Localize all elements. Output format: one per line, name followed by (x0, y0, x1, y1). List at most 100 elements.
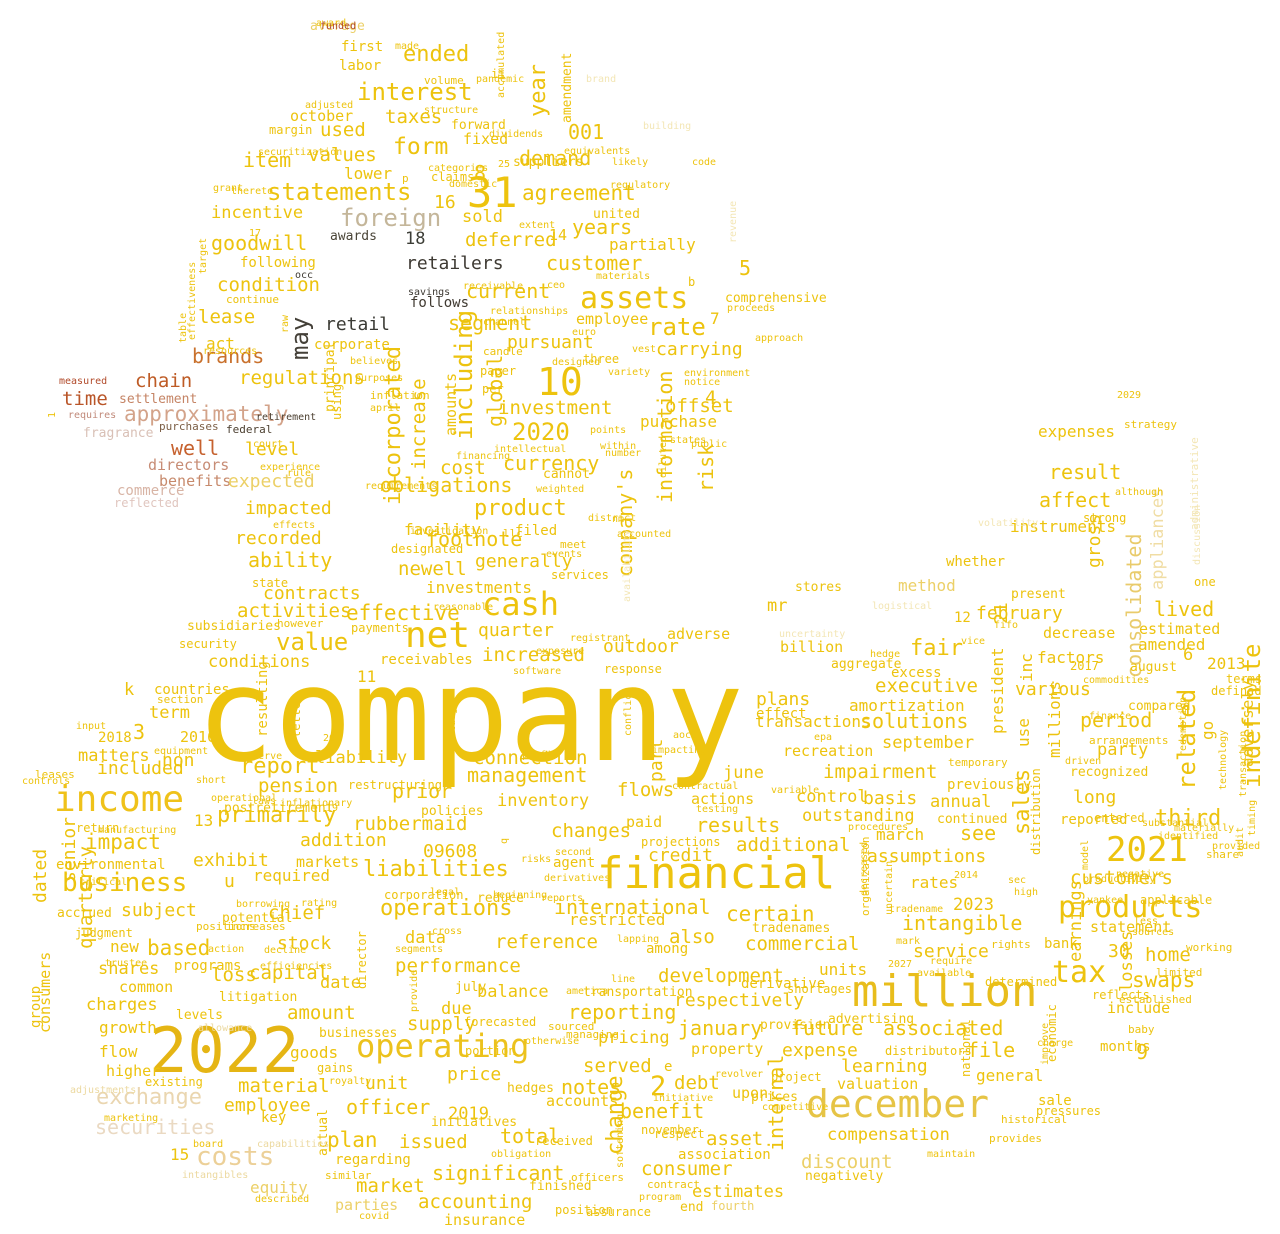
cloud-word: pursuant (507, 332, 594, 353)
cloud-word: contracts (263, 583, 361, 604)
cloud-word: savings (408, 287, 451, 298)
cloud-word: valuation (837, 1075, 919, 1093)
cloud-word: finance (1089, 711, 1132, 722)
cloud-word: sources (1132, 927, 1175, 938)
cloud-word: contractual (672, 781, 739, 792)
cloud-word: issued (399, 1131, 468, 1153)
cloud-word: allowance (198, 1023, 253, 1034)
cloud-word: manufacturing (98, 825, 177, 836)
cloud-word: decreased (859, 841, 870, 896)
cloud-word: markets (296, 853, 360, 871)
cloud-word: filed (515, 523, 558, 539)
cloud-word: months (1100, 1039, 1151, 1055)
cloud-word: upon (732, 1084, 769, 1102)
cloud-word: provided (1212, 841, 1261, 852)
cloud-word: regulatory (610, 180, 671, 191)
cloud-word: unit (365, 1073, 409, 1094)
cloud-word: second (555, 847, 592, 858)
cloud-word: may (286, 316, 314, 360)
cloud-word: shortages (787, 982, 853, 996)
cloud-word: party (1097, 740, 1149, 760)
cloud-word: rule (287, 468, 312, 479)
cloud-word: comprehensive (725, 291, 827, 306)
cloud-word: fair (910, 636, 963, 661)
cloud-word: 1 (47, 411, 58, 418)
cloud-word: charges (86, 995, 158, 1015)
cloud-word: based (147, 936, 211, 960)
cloud-word: 001 (568, 120, 605, 144)
cloud-word: international (554, 895, 711, 919)
cloud-word: meet (560, 538, 587, 551)
cloud-word: reports (541, 893, 584, 904)
cloud-word: 2021 (1106, 830, 1188, 870)
cloud-word: three (583, 352, 620, 366)
cloud-word: actions (691, 790, 755, 808)
cloud-word: response (604, 662, 662, 676)
cloud-word: level (245, 439, 300, 460)
cloud-word: model (1080, 839, 1091, 870)
cloud-word: property (691, 1040, 764, 1058)
cloud-word: officer (346, 1095, 431, 1119)
cloud-word: program (639, 1192, 682, 1203)
cloud-word: driven (1065, 756, 1102, 767)
cloud-word: continue (226, 293, 279, 306)
cloud-word: sale (1038, 1093, 1072, 1109)
cloud-word: cross (432, 926, 463, 937)
cloud-word: charge (1037, 1038, 1074, 1049)
cloud-word: foreign (340, 204, 442, 232)
cloud-word: intangible (902, 911, 1023, 935)
cloud-word: products (1058, 890, 1203, 925)
cloud-word: development (658, 965, 784, 987)
cloud-word: lapping (617, 934, 660, 945)
cloud-word: recreation (783, 742, 874, 760)
cloud-word: asset (706, 1128, 764, 1150)
cloud-word: aocl (673, 730, 698, 741)
cloud-word: portion (465, 1044, 516, 1058)
cloud-word: performance (395, 955, 521, 977)
cloud-word: recorded (235, 528, 322, 549)
cloud-word: tradenames (752, 921, 831, 936)
cloud-word: segment (448, 311, 533, 335)
cloud-word: use (1014, 718, 1033, 747)
cloud-word: served (583, 1055, 652, 1077)
cloud-word: tax (1052, 955, 1107, 990)
cloud-word: subsidiaries (187, 619, 281, 634)
cloud-word: approach (755, 333, 804, 344)
cloud-word: cannot (543, 467, 590, 482)
cloud-word: thereto (231, 186, 274, 197)
cloud-word: code (692, 157, 717, 168)
cloud-word: public (691, 439, 728, 450)
cloud-word: financial (597, 848, 836, 899)
cloud-word: reference (495, 931, 598, 953)
cloud-word: statement (1090, 918, 1172, 936)
cloud-word: designed (552, 357, 601, 368)
cloud-word: officers (571, 1171, 624, 1184)
cloud-word: claims (431, 170, 475, 184)
cloud-word: operations (380, 896, 513, 921)
cloud-word: fragrance (83, 426, 154, 441)
cloud-word: compared (1128, 699, 1191, 714)
cloud-word: margin (269, 123, 313, 137)
cloud-word: effective (346, 601, 460, 625)
cloud-word: notes (561, 1075, 622, 1099)
cloud-word: action (208, 944, 245, 955)
cloud-word: exposure (536, 646, 585, 657)
cloud-word: following (240, 255, 316, 271)
cloud-word: first (341, 39, 384, 55)
cloud-word: negative (1116, 869, 1165, 880)
cloud-word: 2016 (180, 728, 217, 746)
cloud-word: ended (403, 42, 470, 67)
cloud-word: dividends (489, 129, 544, 140)
cloud-word: 2019 (448, 1104, 489, 1124)
cloud-word: ceo (547, 280, 566, 291)
cloud-word: included (97, 758, 184, 779)
cloud-word: conflict (623, 687, 634, 736)
cloud-word: annual (930, 792, 992, 812)
cloud-word: 21 (991, 602, 1012, 624)
cloud-word: laws (252, 796, 277, 807)
cloud-word: awards (330, 229, 377, 244)
cloud-word: credit (648, 845, 714, 866)
cloud-word: include (1107, 999, 1171, 1017)
cloud-word: matters (78, 746, 150, 766)
